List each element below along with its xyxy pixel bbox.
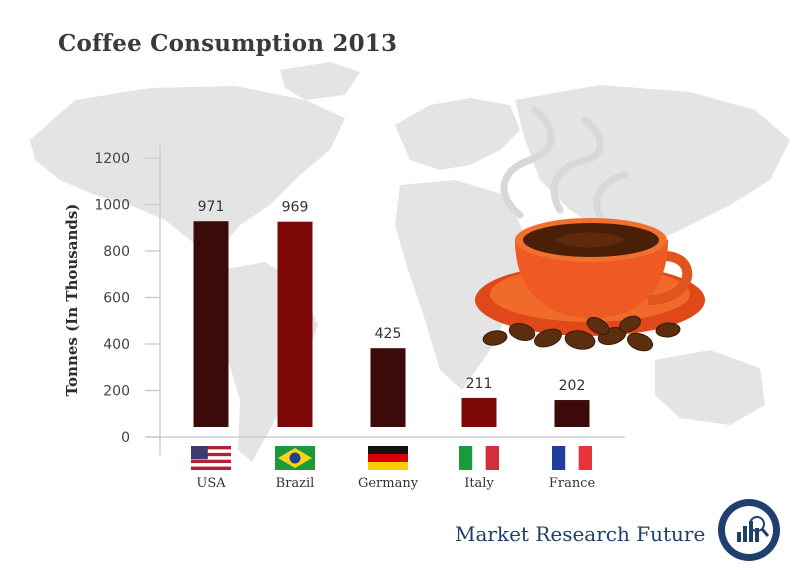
bar-germany (370, 348, 406, 427)
data-label-germany: 425 (375, 326, 402, 342)
germany-flag-icon (368, 446, 408, 470)
coffee-cup-illustration (475, 218, 705, 336)
category-label-italy: Italy (464, 476, 494, 491)
brand-name: Market Research Future (455, 522, 706, 546)
brand-logo-icon (718, 499, 780, 561)
data-label-france: 202 (559, 378, 586, 394)
france-flag-icon (552, 446, 592, 470)
coffee-steam-illustration (500, 106, 629, 219)
italy-flag-icon (459, 446, 499, 470)
coffee-beans-illustration (482, 315, 681, 352)
y-tick-label: 800 (103, 244, 130, 260)
us-flag-icon (191, 446, 231, 470)
data-label-usa: 971 (198, 199, 225, 215)
y-tick-label: 200 (103, 384, 130, 400)
bar-france (554, 400, 590, 427)
data-label-brazil: 969 (282, 200, 309, 216)
bar-italy (461, 397, 497, 427)
y-tick-label: 1000 (94, 198, 130, 214)
category-label-germany: Germany (358, 476, 419, 491)
y-tick-label: 0 (121, 430, 130, 446)
category-label-usa: USA (196, 476, 226, 491)
chart-title: Coffee Consumption 2013 (58, 30, 398, 57)
y-tick-label: 600 (103, 291, 130, 307)
y-tick-label: 1200 (94, 151, 130, 167)
bar-usa (193, 221, 229, 427)
bar-brazil (277, 221, 313, 427)
data-label-italy: 211 (466, 376, 493, 392)
y-tick-label: 400 (103, 337, 130, 353)
category-label-brazil: Brazil (276, 476, 315, 491)
brazil-flag-icon (275, 446, 315, 470)
y-axis-label: Tonnes (In Thousands) (63, 204, 81, 397)
category-label-france: France (549, 476, 596, 491)
